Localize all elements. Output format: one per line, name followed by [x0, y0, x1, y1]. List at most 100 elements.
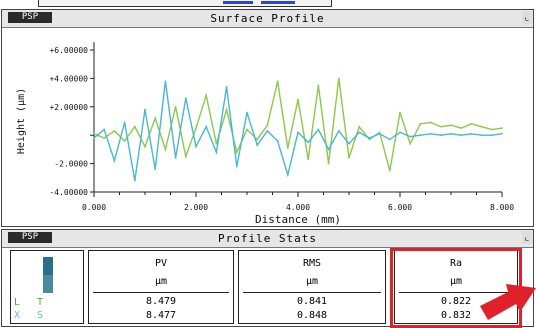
stat-ra: Ra µm 0.822 0.832	[394, 250, 518, 324]
stat-name: Ra	[449, 258, 463, 269]
data-point	[307, 158, 310, 161]
data-point	[123, 139, 126, 142]
window-tag[interactable]: PSP	[8, 12, 52, 23]
series-legend: L T X S	[10, 250, 84, 324]
data-point	[256, 138, 259, 141]
window-tag[interactable]: PSP	[8, 232, 52, 243]
data-point	[378, 132, 381, 135]
stat-rms: RMS µm 0.841 0.848	[238, 250, 386, 324]
profile-stats-titlebar[interactable]: PSP Profile Stats ⌞	[2, 230, 533, 248]
stat-value: 0.841	[296, 296, 328, 307]
data-point	[235, 151, 238, 154]
x-tick-label: 4.000	[286, 203, 310, 212]
data-point	[103, 137, 106, 139]
data-point	[215, 151, 218, 154]
data-point	[307, 141, 310, 144]
stat-value: 0.822	[440, 296, 472, 307]
data-point	[164, 80, 167, 83]
data-point	[276, 139, 279, 142]
data-point	[174, 105, 177, 108]
data-point	[256, 144, 259, 147]
data-point	[368, 138, 371, 141]
data-point	[133, 125, 136, 128]
data-point	[358, 125, 361, 128]
stat-value: 0.832	[440, 310, 472, 321]
data-point	[337, 77, 340, 80]
surface-profile-chart[interactable]: +6.00000 +4.00000 +2.00000 -2.0000 -4.00000 0…	[2, 28, 533, 226]
data-point	[399, 131, 401, 134]
stat-unit: µm	[154, 276, 168, 287]
data-point	[419, 134, 422, 137]
series-line	[93, 78, 503, 171]
legend-label-x: X	[14, 310, 21, 321]
data-point	[460, 134, 463, 137]
data-point	[103, 128, 106, 131]
data-point	[317, 128, 320, 131]
data-point	[286, 147, 289, 149]
data-point	[450, 124, 452, 127]
red-arrow-icon	[480, 284, 536, 320]
data-point	[225, 86, 228, 88]
data-point	[388, 169, 391, 172]
data-point	[205, 125, 208, 128]
data-point	[297, 131, 299, 134]
data-point	[164, 148, 167, 151]
stat-name: PV	[154, 258, 168, 269]
data-point	[93, 132, 95, 135]
top-info-strip	[0, 0, 536, 9]
series-line	[93, 81, 503, 181]
stat-name: RMS	[302, 258, 322, 269]
data-point	[501, 127, 503, 129]
data-point	[266, 130, 269, 132]
data-point	[439, 134, 442, 137]
data-point	[450, 132, 452, 135]
stat-value: 8.477	[145, 310, 177, 321]
data-point	[358, 131, 361, 134]
data-point	[246, 111, 248, 114]
y-tick-label: +6.00000	[49, 46, 88, 55]
stat-unit: µm	[449, 276, 463, 287]
resize-icon[interactable]: ⌞	[522, 11, 532, 24]
legend-label-l: L	[14, 297, 21, 308]
data-point	[144, 145, 146, 148]
resize-icon[interactable]: ⌞	[522, 231, 532, 244]
data-point	[286, 174, 289, 176]
data-point	[113, 130, 116, 132]
window-title: Profile Stats	[217, 232, 318, 245]
surface-profile-window: PSP Surface Profile ⌞ +6.00000 +4.00000 +2…	[1, 9, 534, 227]
legend-swatch	[43, 257, 53, 275]
y-tick-label: +4.00000	[49, 74, 88, 83]
surface-profile-titlebar[interactable]: PSP Surface Profile ⌞	[2, 10, 533, 28]
data-point	[93, 137, 95, 139]
stat-value: 0.848	[296, 310, 328, 321]
data-point	[460, 127, 463, 129]
data-point	[225, 108, 228, 111]
data-point	[195, 145, 197, 148]
data-point	[378, 131, 381, 134]
data-point	[297, 98, 299, 101]
x-axis-label: Distance (mm)	[255, 213, 341, 226]
legend-value-l: T	[37, 297, 44, 308]
divider	[93, 292, 229, 293]
y-tick-label: +2.00000	[49, 103, 88, 112]
data-point	[490, 134, 493, 137]
y-axis-label: Height (µm)	[16, 88, 27, 154]
data-point	[388, 138, 391, 141]
data-point	[399, 111, 401, 114]
stat-unit: µm	[305, 276, 319, 287]
data-point	[327, 162, 330, 165]
data-point	[246, 128, 248, 131]
stat-value: 8.479	[145, 296, 177, 307]
data-point	[501, 132, 503, 135]
data-point	[266, 124, 269, 127]
profile-stats-window: PSP Profile Stats ⌞ L T X S PV µm 8.479 …	[1, 229, 534, 328]
data-point	[470, 132, 473, 135]
data-point	[195, 127, 197, 129]
data-point	[368, 137, 371, 139]
data-point	[276, 80, 279, 83]
legend-value-x: S	[37, 310, 44, 321]
stat-pv: PV µm 8.479 8.477	[88, 250, 234, 324]
y-tick-label: -4.00000	[49, 188, 88, 197]
divider	[399, 292, 513, 293]
data-point	[184, 155, 187, 158]
